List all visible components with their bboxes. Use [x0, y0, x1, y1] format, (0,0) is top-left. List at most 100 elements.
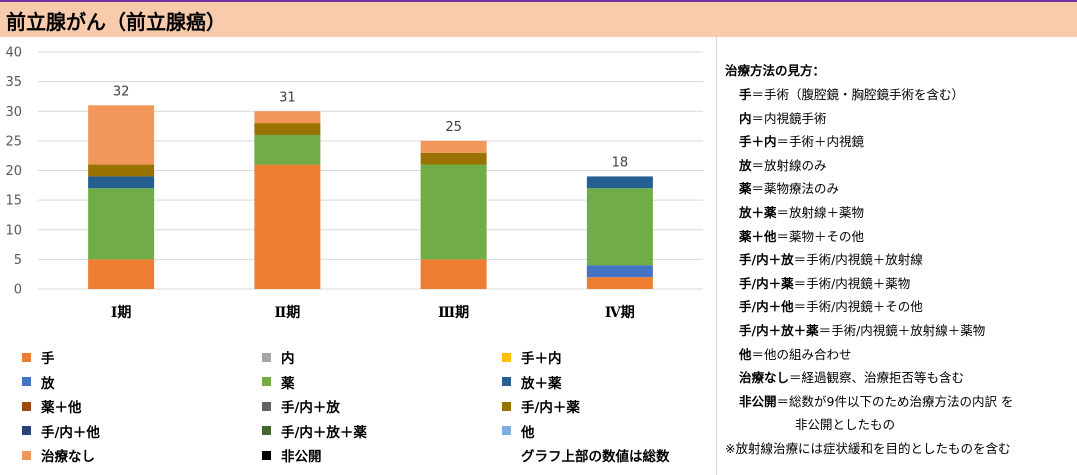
explanation-item: 他＝他の組み合わせ — [725, 343, 1013, 367]
category-label: Ⅱ期 — [274, 305, 300, 321]
explanation-text: ＝内視鏡手術 — [751, 110, 827, 126]
explanation-text: ＝経過観察、治療拒否等も含む — [789, 370, 965, 386]
explanation-item: 手＝手術（腹腔鏡・胸腔鏡手術を含む） — [725, 83, 1013, 107]
bar-segment-0-4 — [88, 188, 155, 260]
legend-note: グラフ上部の数値は総数 — [521, 449, 670, 465]
legend-label: 内 — [281, 351, 295, 367]
legend-label: 手 — [41, 351, 55, 367]
legend-item: 手/内＋放 — [262, 395, 340, 417]
explanation-text: ＝他の組み合わせ — [751, 346, 852, 362]
explanation-key: 非公開 — [739, 393, 777, 409]
legend-swatch — [22, 401, 31, 411]
explanation-key: 放 — [739, 157, 752, 173]
explanation-text: ＝薬物＋その他 — [776, 228, 865, 244]
legend-swatch — [22, 426, 31, 435]
legend-label: 放 — [41, 375, 55, 392]
bar-segment-0-5 — [88, 176, 155, 189]
legend-label: 他 — [521, 424, 535, 441]
explanation-text: ＝薬物療法のみ — [751, 181, 840, 197]
explanation-key: 薬 — [739, 181, 752, 197]
legend-label: 手/内＋放＋薬 — [281, 424, 367, 441]
legend-item: 薬＋他 — [22, 395, 82, 417]
legend-label: 手/内＋他 — [41, 424, 100, 441]
y-tick-label: 5 — [14, 253, 22, 268]
category-label: Ⅲ期 — [438, 305, 469, 321]
legend-label: 手/内＋放 — [281, 400, 340, 416]
bar-segment-3-4 — [586, 188, 653, 266]
legend-item: 薬 — [262, 371, 295, 393]
bars — [88, 105, 653, 289]
explanation-text: ＝放射線のみ — [751, 157, 827, 173]
bar-segment-1-0 — [254, 164, 321, 289]
explanation-key: 手＋内 — [739, 134, 777, 150]
category-label: Ⅰ期 — [111, 305, 132, 321]
total-label: 32 — [113, 84, 130, 99]
y-tick-label: 35 — [5, 75, 22, 90]
legend-label: 薬 — [281, 375, 295, 392]
legend-item: 手＋内 — [502, 346, 562, 368]
legend-label: 薬＋他 — [41, 400, 82, 416]
legend-item: 他 — [502, 420, 535, 442]
y-tick-label: 15 — [5, 194, 22, 209]
stacked-bar-chart: 0 5 10 15 20 25 30 35 40 32 Ⅰ期 31 Ⅱ期 25 Ⅲ期 18 Ⅳ期 — [5, 46, 703, 321]
explanation-key: 手/内＋他 — [739, 299, 794, 315]
explanation-key: 放＋薬 — [739, 204, 777, 220]
bar-segment-2-12 — [420, 140, 487, 153]
legend-item: 手/内＋他 — [22, 420, 100, 442]
legend-item: 非公開 — [262, 444, 322, 466]
explanation-item: 手/内＋薬＝手術/内視鏡＋薬物 — [725, 272, 1013, 296]
legend-label: 非公開 — [281, 449, 322, 465]
bar-segment-3-3 — [586, 265, 653, 278]
bar-segment-2-0 — [420, 259, 487, 289]
legend-swatch — [22, 352, 31, 362]
y-tick-label: 40 — [5, 46, 22, 61]
explanation-key: 他 — [739, 346, 752, 362]
panel-divider — [716, 37, 717, 475]
explanation-item: 手/内＋他＝手術/内視鏡＋その他 — [725, 295, 1013, 319]
explanation-item: 手/内＋放＝手術/内視鏡＋放射線 — [725, 248, 1013, 272]
bar-segment-2-8 — [420, 152, 487, 165]
legend-swatch — [262, 450, 271, 460]
y-tick-label: 10 — [5, 223, 22, 238]
explanation-text: ＝手術/内視鏡＋放射線 — [793, 252, 923, 268]
bar-segment-0-0 — [88, 259, 155, 289]
category-label: Ⅳ期 — [605, 305, 635, 321]
bar-segment-0-8 — [88, 164, 155, 177]
bar-segment-3-5 — [586, 176, 653, 189]
bar-segment-0-12 — [88, 105, 155, 165]
explanation-item: 放＝放射線のみ — [725, 154, 1013, 178]
explanation-item: 非公開＝総数が9件以下のため治療方法の内訳 を — [725, 390, 1013, 414]
explanation-text: ＝手術/内視鏡＋薬物 — [793, 275, 911, 291]
explanation-item: 内＝内視鏡手術 — [725, 107, 1013, 131]
y-tick-label: 25 — [5, 134, 22, 149]
legend-swatch — [502, 352, 511, 362]
explanation-item: 手/内＋放＋薬＝手術/内視鏡＋放射線＋薬物 — [725, 319, 1013, 343]
bar-segment-1-8 — [254, 123, 321, 135]
legend-swatch — [502, 426, 511, 435]
total-label: 18 — [612, 155, 629, 170]
bar-segment-1-12 — [254, 111, 321, 124]
explanation-item: 手＋内＝手術＋内視鏡 — [725, 130, 1013, 154]
bar-segment-3-0 — [586, 277, 653, 289]
legend-swatch — [262, 377, 271, 386]
legend-swatch — [22, 450, 31, 460]
legend-label: 手＋内 — [521, 351, 562, 367]
legend-swatch — [262, 426, 271, 435]
explanation-key: 手/内＋薬 — [739, 275, 794, 291]
y-tick-label: 0 — [14, 283, 22, 298]
explanation-text: ＝放射線＋薬物 — [776, 204, 865, 220]
legend-item: 手 — [22, 346, 55, 368]
explanation-key: 治療なし — [739, 370, 790, 386]
explanation-heading: 治療方法の見方： — [725, 63, 826, 78]
explanation-text: ＝手術/内視鏡＋放射線＋薬物 — [818, 322, 986, 338]
explanation-text: ＝手術＋内視鏡 — [776, 134, 865, 150]
legend-item: 放 — [22, 371, 55, 393]
legend-label: 手/内＋薬 — [521, 400, 580, 416]
explanation-key: 内 — [739, 110, 752, 126]
title-bar: 前立腺がん（前立腺癌） — [0, 0, 1077, 37]
legend-item: 手/内＋薬 — [502, 395, 580, 417]
explanation-text: ＝手術/内視鏡＋その他 — [793, 299, 923, 315]
legend-swatch — [502, 401, 511, 411]
legend-item: 放＋薬 — [502, 371, 562, 393]
explanation-key: 手/内＋放 — [739, 252, 794, 268]
